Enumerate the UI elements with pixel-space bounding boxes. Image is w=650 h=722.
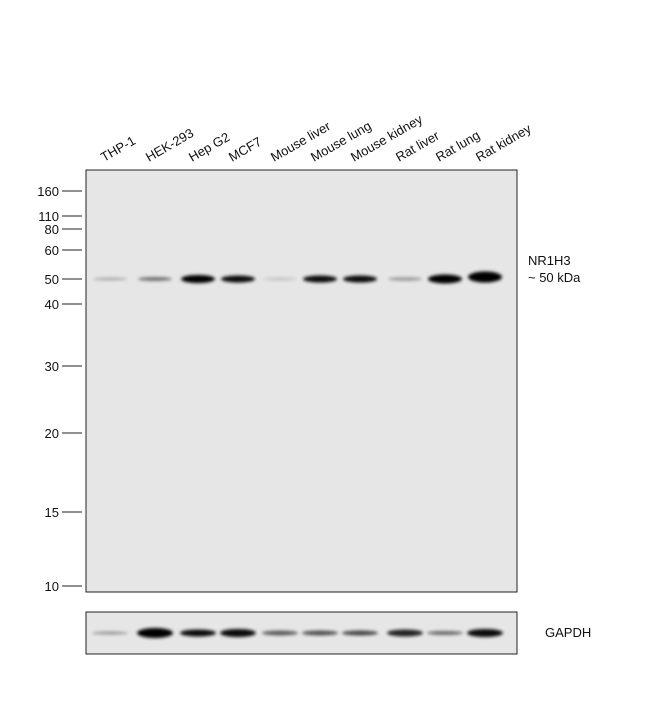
target-band (93, 277, 127, 281)
main-blot (85, 169, 518, 593)
marker-label: 80 (45, 222, 59, 237)
marker-label: 110 (38, 209, 59, 224)
target-band (263, 277, 297, 281)
marker-label: 10 (45, 579, 59, 594)
marker-label: 15 (45, 505, 59, 520)
lane-label: HEK-293 (143, 125, 196, 164)
gapdh-band (387, 629, 423, 637)
gapdh-band (427, 631, 463, 635)
lane-label: Rat lung (433, 127, 482, 164)
gapdh-band (302, 630, 338, 636)
marker-label: 30 (45, 359, 59, 374)
target-band (468, 271, 502, 283)
target-band (343, 275, 377, 283)
gapdh-band (220, 629, 256, 637)
gapdh-band (92, 631, 128, 635)
target-band (221, 275, 255, 283)
target-size: ~ 50 kDa (528, 270, 581, 285)
loading-control-label: GAPDH (545, 625, 591, 640)
marker-label: 40 (45, 297, 59, 312)
marker-label: 60 (45, 243, 59, 258)
gapdh-band (262, 630, 298, 636)
gapdh-band (137, 628, 173, 638)
gapdh-band (342, 630, 378, 636)
marker-label: 160 (37, 184, 59, 199)
marker-label: 20 (45, 426, 59, 441)
marker-label: 50 (45, 272, 59, 287)
lane-label: THP-1 (98, 133, 138, 165)
target-band (428, 274, 462, 284)
lane-label: Rat kidney (473, 121, 534, 165)
target-band (388, 277, 422, 281)
bands (92, 271, 503, 638)
gapdh-band (467, 629, 503, 637)
lane-label: MCF7 (226, 134, 264, 165)
target-band (181, 275, 215, 283)
target-name: NR1H3 (528, 253, 571, 268)
gapdh-band (180, 629, 216, 637)
target-band (303, 275, 337, 283)
target-band (138, 277, 172, 281)
